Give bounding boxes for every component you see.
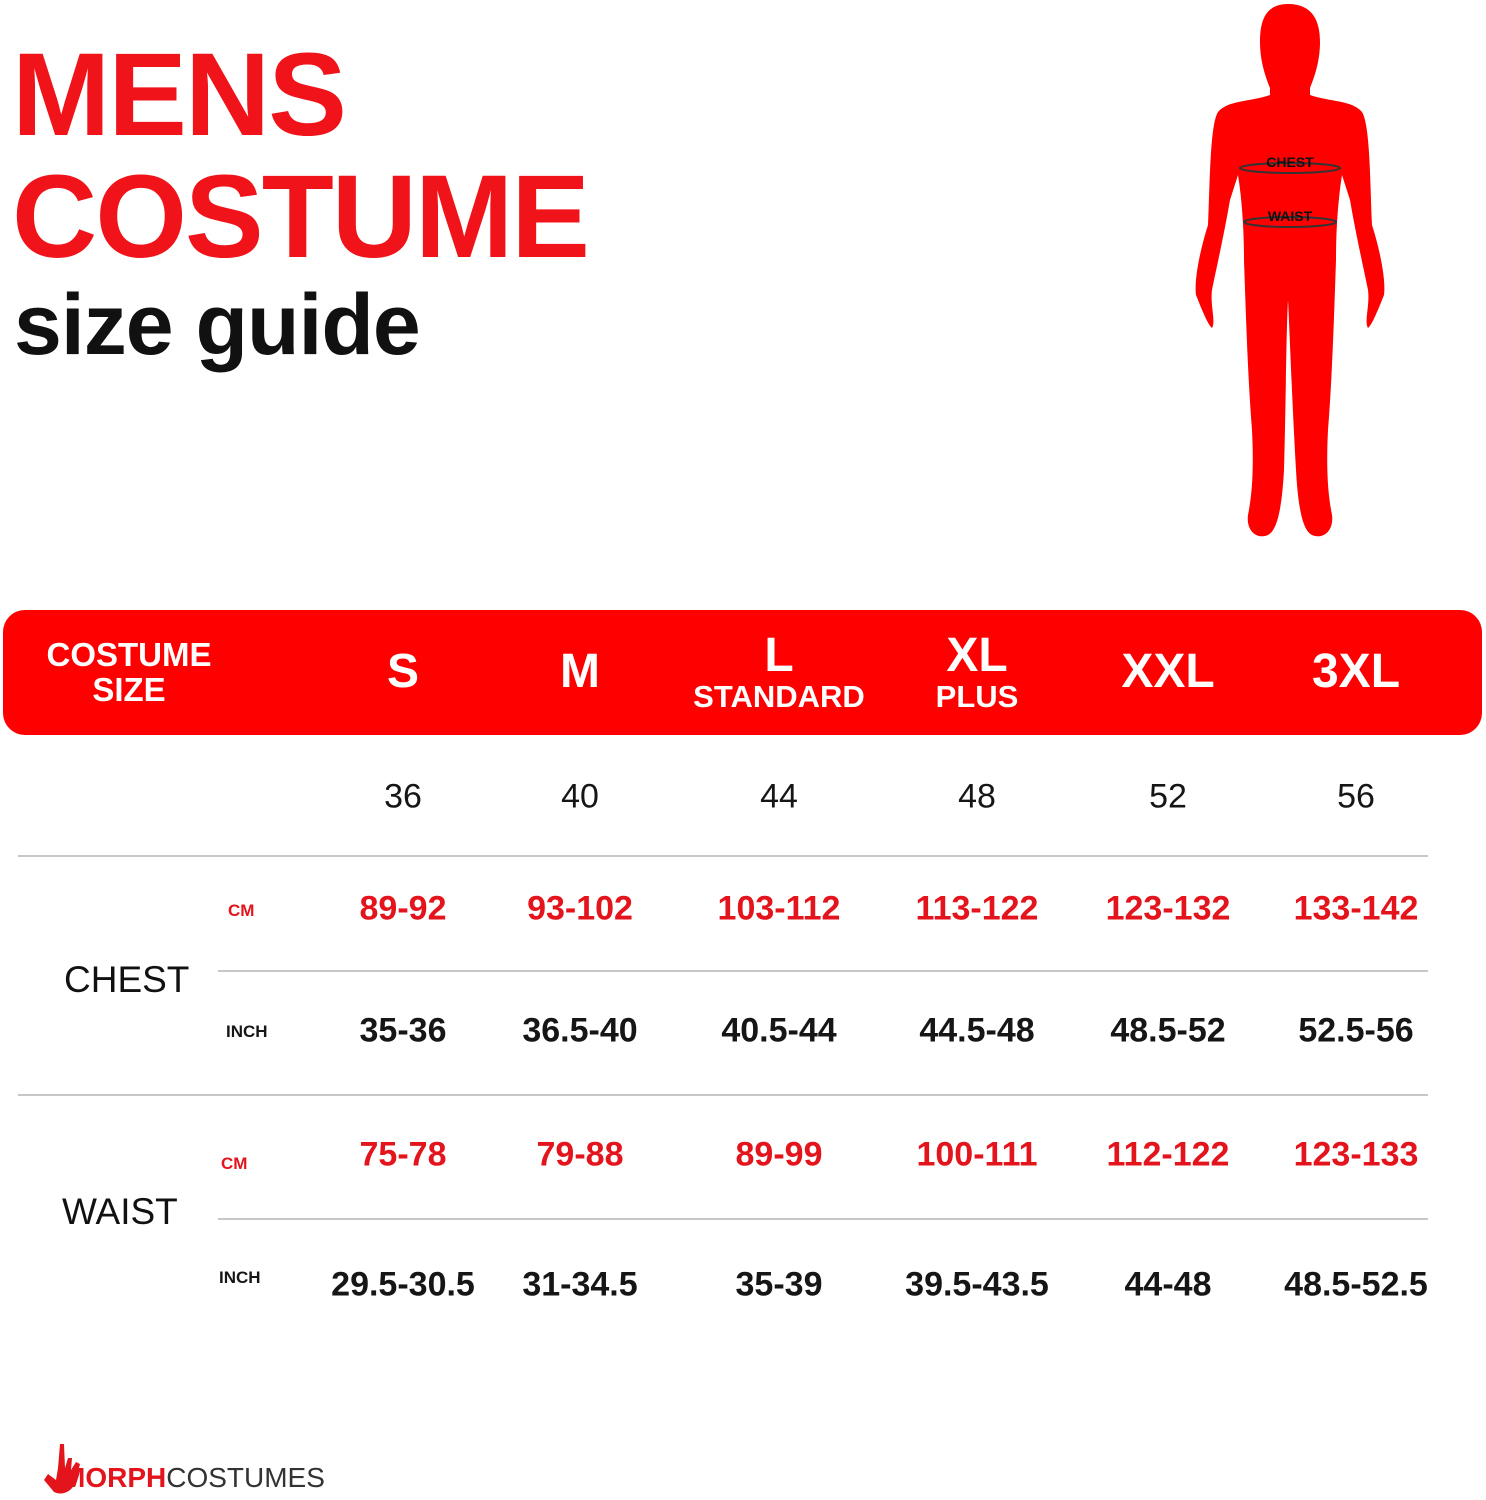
size-label: M [560,645,600,699]
chest-row-label: CHEST [64,959,190,1000]
morph-logo: MORPH COSTUMES [40,1438,325,1498]
waist-cm-value: 100-111 [916,1135,1038,1174]
size-label: XXL [1121,645,1215,699]
chest-measure-line [1239,162,1341,174]
header-costume-size: COSTUME SIZE [47,610,212,735]
waist-cm-label: CM [221,1154,248,1173]
waist-inch-value: 29.5-30.5 [331,1265,475,1304]
header-size-xxl: XXL [1121,610,1214,735]
chest-inch-value: 35-36 [359,1011,447,1050]
header-size-3xl: 3XL [1312,610,1400,735]
waist-figure-label: WAIST [1268,208,1313,224]
divider [218,970,1428,972]
size-sublabel: STANDARD [693,679,865,715]
divider [18,1094,1428,1096]
size-sublabel: PLUS [935,679,1019,715]
chest-cm-value: 133-142 [1293,889,1419,928]
waist-row-label: WAIST [62,1191,178,1232]
chest-inch-value: 52.5-56 [1298,1011,1414,1050]
chest-figure-label: CHEST [1266,154,1314,170]
divider [218,1218,1428,1220]
title-size-guide: size guide [14,277,421,373]
body-figure: CHEST WAIST [1195,4,1385,537]
rock-hand-icon [44,1444,80,1494]
numeric-size: 40 [561,777,599,816]
numeric-size: 36 [384,777,422,816]
waist-inch-value: 31-34.5 [522,1265,638,1304]
size-label: L [764,629,794,683]
size-label: S [386,645,420,699]
numeric-size: 48 [958,777,996,816]
waist-inch-value: 44-48 [1124,1265,1212,1304]
waist-cm-value: 112-122 [1106,1135,1230,1174]
header-label: COSTUME [46,635,212,673]
title-mens: MENS [12,29,347,161]
waist-cm-value: 89-99 [735,1135,823,1174]
chest-inch-value: 48.5-52 [1110,1011,1226,1050]
chest-inch-value: 44.5-48 [919,1011,1035,1050]
chest-cm-value: 103-112 [717,889,841,928]
waist-cm-value: 75-78 [359,1135,447,1174]
waist-cm-value: 123-133 [1293,1135,1419,1174]
waist-inch-value: 39.5-43.5 [905,1265,1049,1304]
header-size-s: S [387,610,419,735]
chest-inch-value: 40.5-44 [721,1011,837,1050]
header-label: SIZE [92,670,166,708]
logo-costumes: COSTUMES [166,1462,325,1493]
chest-cm-value: 123-132 [1105,889,1231,928]
waist-inch-label: INCH [219,1268,261,1287]
chest-cm-value: 113-122 [915,889,1039,928]
waist-cm-value: 79-88 [536,1135,624,1174]
chest-cm-label: CM [228,901,255,920]
numeric-size: 56 [1337,777,1375,816]
chest-cm-value: 89-92 [359,889,447,928]
size-label: 3XL [1311,645,1401,699]
divider [18,855,1428,857]
chest-inch-value: 36.5-40 [522,1011,638,1050]
waist-measure-line [1243,216,1337,228]
chest-cm-value: 93-102 [527,889,633,928]
table-header-bar [3,610,1482,735]
waist-inch-value: 35-39 [735,1265,823,1304]
waist-inch-value: 48.5-52.5 [1284,1265,1428,1304]
header-size-xl: XL PLUS [936,610,1019,735]
chest-inch-label: INCH [226,1022,268,1041]
title-costume: COSTUME [12,151,590,283]
header-size-m: M [560,610,600,735]
numeric-size: 52 [1149,777,1187,816]
header-size-l: L STANDARD [693,610,865,735]
logo-morph: MORPH [62,1462,167,1493]
numeric-size: 44 [760,777,798,816]
size-label: XL [946,629,1008,683]
